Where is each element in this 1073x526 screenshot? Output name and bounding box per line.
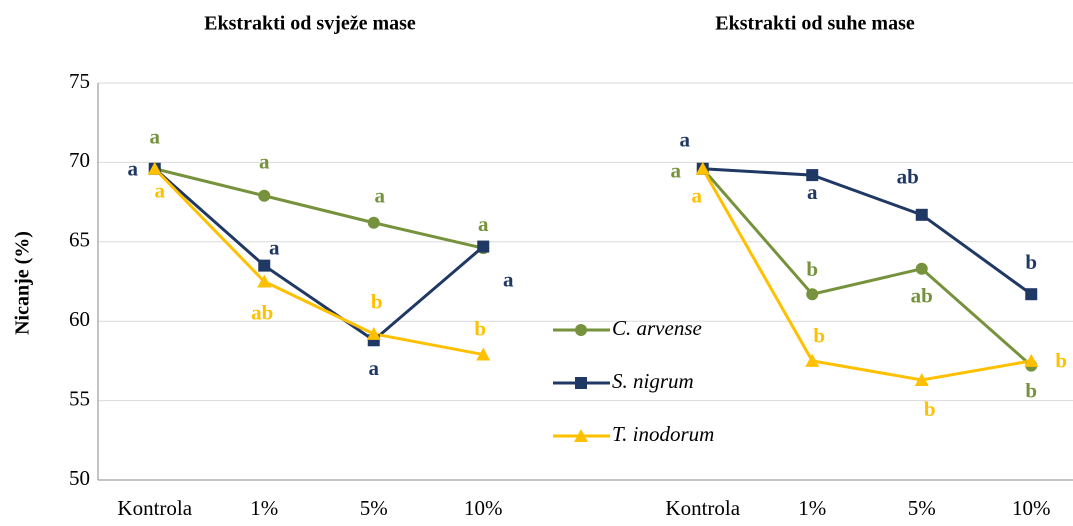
point [258, 189, 271, 202]
annotation: a [375, 184, 386, 208]
annotation: a [692, 184, 703, 208]
annotation: b [813, 324, 825, 348]
y-axis-label: Nicanje (%) [12, 231, 34, 335]
point [476, 347, 491, 361]
annotation: a [807, 180, 818, 204]
line [153, 167, 484, 357]
point [147, 161, 162, 175]
point [574, 429, 588, 442]
annotation: a [680, 128, 691, 152]
x-tick-label: 1% [798, 496, 826, 520]
point [914, 372, 929, 386]
line [701, 167, 1033, 367]
annotation: a [503, 267, 514, 291]
y-tick-label: 75 [69, 69, 90, 93]
y-tick-label: 65 [69, 228, 90, 252]
annotation: b [1025, 378, 1037, 402]
point [366, 326, 381, 340]
y-tick-label: 60 [69, 307, 90, 331]
annotation: a [128, 157, 139, 181]
x-tick-label: 1% [250, 496, 278, 520]
point [806, 288, 819, 301]
annotation: a [671, 159, 682, 183]
y-tick-label: 50 [69, 466, 90, 490]
point [915, 262, 928, 275]
legend-label: C. arvense [612, 316, 702, 340]
point [575, 377, 587, 389]
x-tick-label: 10% [1012, 496, 1051, 520]
point [477, 240, 490, 253]
point [1025, 288, 1038, 301]
point [257, 274, 272, 288]
line [153, 167, 485, 343]
x-tick-label: Kontrola [117, 496, 192, 520]
point [367, 216, 380, 229]
x-tick-label: 5% [360, 496, 388, 520]
x-tick-label: Kontrola [665, 496, 740, 520]
annotation: ab [911, 284, 933, 308]
annotation: a [369, 356, 380, 380]
annotation: a [269, 235, 280, 259]
point [695, 161, 710, 175]
annotation: b [1025, 250, 1037, 274]
chart-title: Ekstrakti od svježe mase [204, 13, 416, 35]
point [806, 169, 819, 182]
point [258, 259, 271, 272]
y-tick-label: 70 [69, 148, 90, 172]
annotation: ab [897, 165, 919, 189]
line [702, 167, 1033, 296]
legend-label: T. inodorum [612, 422, 714, 446]
annotation: b [371, 290, 383, 314]
annotation: b [1055, 349, 1067, 373]
point [575, 324, 587, 336]
annotation: ab [251, 300, 273, 324]
x-tick-label: 5% [908, 496, 936, 520]
annotation: b [924, 397, 936, 421]
legend-label: S. nigrum [612, 369, 694, 393]
annotation: a [150, 125, 161, 149]
point [915, 208, 928, 221]
annotation: b [474, 316, 486, 340]
chart-title: Ekstrakti od suhe mase [715, 13, 915, 35]
point [1024, 353, 1039, 367]
x-tick-label: 10% [464, 496, 503, 520]
y-tick-label: 55 [69, 386, 90, 410]
annotation: b [806, 257, 818, 281]
line [154, 167, 484, 250]
line [701, 168, 1032, 382]
annotation: a [259, 150, 270, 174]
annotation: a [478, 212, 489, 236]
point [805, 353, 820, 367]
annotation: a [155, 179, 166, 203]
